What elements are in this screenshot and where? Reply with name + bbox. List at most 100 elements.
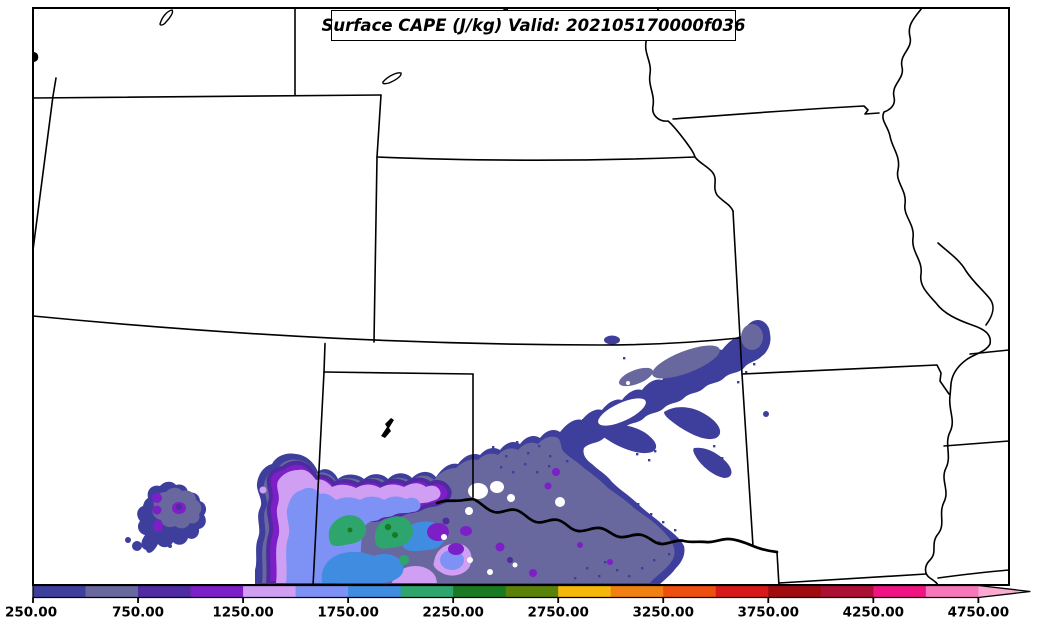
colorbar-tick-label: 2750.00	[527, 605, 589, 621]
colorbar-segment	[873, 585, 927, 598]
colorbar-tick-label: 4750.00	[948, 605, 1010, 621]
missouri-river	[644, 8, 734, 212]
arm-gap	[598, 398, 646, 426]
colorbar-tick-label: 250.00	[5, 605, 57, 621]
colorbar-segment	[33, 585, 87, 598]
colorbar-segment	[768, 585, 822, 598]
cape-violet-spot	[448, 543, 464, 555]
border-ok-tx-365n	[323, 371, 474, 375]
border-37n	[33, 315, 740, 346]
cape-nm-violet	[152, 493, 162, 503]
cape-hole	[465, 507, 473, 515]
cape-violet-spot	[607, 559, 613, 565]
border-ok-panhandle-west	[323, 342, 326, 373]
colorbar-segment	[85, 585, 139, 598]
cape-1500-1750-spot	[440, 550, 464, 570]
colorbar-segment	[610, 585, 664, 598]
border-co-ks	[373, 156, 378, 343]
cape-hole	[468, 483, 488, 499]
mississippi-river	[882, 8, 992, 585]
colorbar-segment	[925, 585, 979, 598]
border-ar-la	[778, 573, 927, 584]
seminoe-reservoir-lake	[159, 9, 174, 26]
colorbar-segment	[348, 585, 402, 598]
cape-violet-spot	[495, 542, 505, 552]
cape-hole	[467, 557, 473, 563]
cape-hole	[490, 481, 504, 493]
colorbar-tick-label: 3750.00	[738, 605, 800, 621]
cape-nm-darkviolet	[176, 504, 182, 510]
colorbar-segment	[243, 585, 297, 598]
lake-mcconaughy	[382, 72, 402, 85]
colorbar-tick-label: 1250.00	[212, 605, 274, 621]
rivers	[435, 8, 1009, 585]
colorbar-segment	[190, 585, 244, 598]
cape-500-750-patch	[741, 324, 763, 350]
border-ok-mo	[739, 337, 743, 375]
cape-darkviolet-spot	[507, 557, 513, 563]
colorbar-tick-label: 4250.00	[843, 605, 905, 621]
lake-meredith	[381, 418, 394, 438]
edge-lake	[33, 52, 39, 62]
border-mo-ar	[741, 364, 950, 395]
cape-2000-2250-dot	[399, 555, 409, 565]
cape-violet-spot	[460, 526, 472, 536]
state-borders	[33, 8, 1009, 585]
border-ar-ok	[741, 373, 754, 547]
cape-2250-2500-dot	[392, 532, 398, 538]
colorbar-extend-arrow	[978, 585, 1031, 598]
colorbar-segment	[715, 585, 769, 598]
colorbar-segment	[138, 585, 192, 598]
cape-violet-spot	[544, 482, 552, 490]
ohio-river	[937, 242, 994, 326]
colorbar-tick-label: 1750.00	[317, 605, 379, 621]
cape-hole	[555, 497, 565, 507]
cape-nm-speck	[125, 537, 131, 543]
colorbar-segment	[453, 585, 507, 598]
cape-violet-spot	[577, 542, 583, 548]
border-nebraska-colorado	[376, 94, 382, 158]
cape-hole	[487, 569, 493, 575]
colorbar-segment	[820, 585, 874, 598]
title-text: Surface CAPE (J/kg) Valid: 202105170000f…	[321, 16, 746, 35]
colorbar-segment	[558, 585, 612, 598]
cape-hole	[441, 534, 447, 540]
border-nm-tx	[312, 371, 325, 585]
cape-violet-spot	[529, 569, 537, 577]
cape-speck	[604, 335, 620, 345]
cape-500-750-patch	[652, 345, 720, 379]
cape-nm-violet	[153, 520, 163, 532]
cape-1750-2000	[321, 551, 404, 583]
border-tn-ms	[943, 440, 1009, 447]
title-box: Surface CAPE (J/kg) Valid: 202105170000f…	[321, 10, 746, 41]
border-41n	[33, 94, 382, 99]
cape-speck	[763, 411, 769, 417]
cape-field	[125, 320, 771, 585]
colorbar-segment	[295, 585, 349, 598]
border-ia-mo	[672, 105, 880, 120]
cape-hole	[507, 494, 515, 502]
colorbar-outline	[32, 584, 1031, 599]
cape-nm-speck	[168, 544, 172, 548]
colorbar-segment	[505, 585, 559, 598]
cape-1250-1500-dot	[259, 486, 267, 494]
colorbar-segment	[400, 585, 454, 598]
colorbar-tick-label: 3250.00	[632, 605, 694, 621]
border-tx-la	[776, 551, 780, 585]
colorbar	[32, 584, 1031, 599]
colorbar-ticks: 250.00 750.00 1250.00 1750.00 2250.00 2750.00…	[5, 597, 1010, 621]
cape-2250-2500-dot	[347, 527, 353, 533]
cape-finger	[599, 424, 657, 454]
red-river	[435, 497, 779, 554]
border-40n-ks-ne	[376, 156, 696, 162]
cape-nm-speck	[132, 541, 142, 551]
border-109w	[33, 77, 57, 251]
cape-finger	[693, 447, 732, 478]
cape-nm-violet	[152, 505, 162, 515]
cape-finger	[664, 407, 721, 440]
cape-2000-2250	[328, 515, 367, 546]
cape-violet-spot	[552, 468, 560, 476]
colorbar-tick-label: 750.00	[112, 605, 164, 621]
